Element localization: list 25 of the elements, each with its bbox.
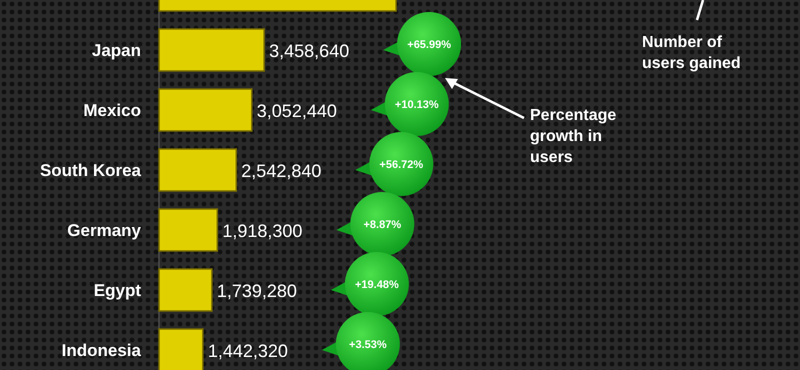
bar [158, 148, 238, 192]
y-tick-label: Mexico [83, 101, 141, 120]
bar [158, 268, 213, 312]
annotation: +10.13% [394, 99, 439, 111]
text: Percentage growth in users [530, 107, 616, 166]
annotation: +3.53% [349, 339, 387, 351]
y-tick-label: Indonesia [62, 341, 142, 360]
data-label: 1,442,320 [208, 341, 288, 361]
bar [158, 88, 253, 132]
annotation: +56.72% [379, 159, 424, 171]
data-label: 1,739,280 [216, 281, 297, 301]
y-tick-label: Germany [67, 221, 142, 240]
text: +65.99% [407, 39, 452, 51]
data-label: 2,542,840 [241, 161, 322, 181]
data-label: 1,918,300 [222, 221, 302, 241]
data-label: 3,052,440 [256, 101, 337, 121]
data-label: 3,458,640 [269, 41, 350, 61]
y-tick-label: South Korea [40, 161, 142, 180]
bar [158, 208, 218, 252]
y-tick-label: Japan [92, 41, 141, 60]
annotation: +19.48% [355, 279, 399, 291]
text: Number of users gained [642, 34, 741, 72]
bar [158, 28, 265, 72]
y-tick-label: Egypt [94, 281, 142, 300]
annotation: +8.87% [364, 219, 402, 231]
